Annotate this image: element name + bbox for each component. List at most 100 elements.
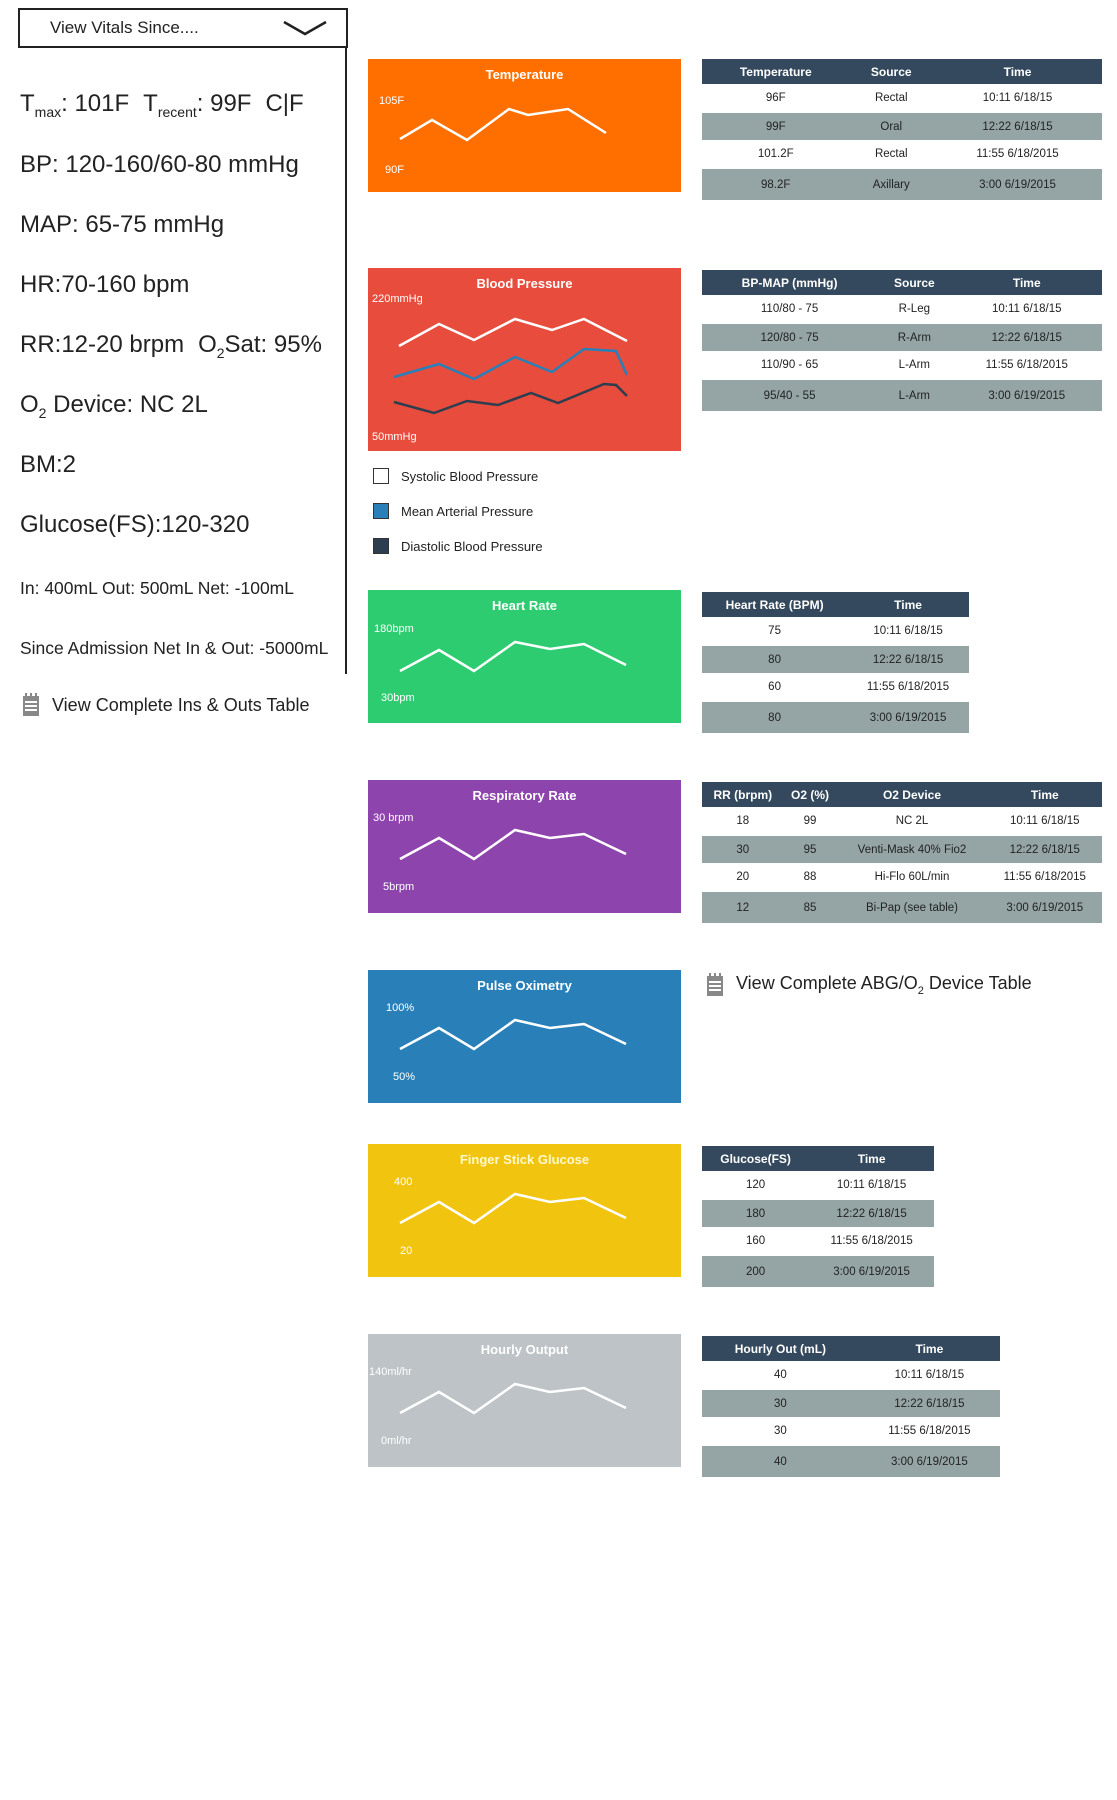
y-min-label: 30bpm bbox=[381, 692, 415, 704]
since-admission-net: Since Admission Net In & Out: -5000mL bbox=[20, 638, 329, 658]
legend-diastolic: Diastolic Blood Pressure bbox=[373, 538, 543, 554]
legend-label: Mean Arterial Pressure bbox=[401, 503, 534, 519]
table-cell: 12:22 6/18/15 bbox=[987, 834, 1102, 863]
table-cell: 11:55 6/18/2015 bbox=[933, 140, 1102, 168]
bm-count: BM:2 bbox=[20, 451, 77, 478]
table-row: 95/40 - 55 L-Arm 3:00 6/19/2015 bbox=[702, 378, 1102, 411]
rr-o2sat-summary: RR:12-20 brpm O2Sat: 95% bbox=[20, 331, 322, 361]
column-header: O2 (%) bbox=[783, 782, 837, 807]
view-ins-outs-link[interactable]: View Complete Ins & Outs Table bbox=[22, 693, 309, 717]
heart-rate-chart[interactable]: Heart Rate 180bpm 30bpm bbox=[368, 590, 681, 723]
column-header: Time bbox=[847, 592, 969, 617]
notepad-icon bbox=[23, 693, 39, 716]
y-max-label: 100% bbox=[386, 1002, 415, 1014]
y-min-label: 50mmHg bbox=[372, 431, 417, 443]
table-cell: 120/80 - 75 bbox=[702, 322, 878, 351]
respiratory-table: RR (brpm) O2 (%) O2 Device Time 18 99 NC 2L 10:… bbox=[702, 782, 1102, 923]
pulse-oximetry-chart[interactable]: Pulse Oximetry 100% 50% bbox=[368, 970, 681, 1103]
table-cell: 12:22 6/18/15 bbox=[933, 111, 1102, 140]
table-cell: 30 bbox=[702, 1388, 859, 1417]
view-vitals-since-dropdown[interactable]: View Vitals Since.... bbox=[18, 8, 348, 48]
column-header: RR (brpm) bbox=[702, 782, 784, 807]
y-max-label: 30 brpm bbox=[373, 812, 414, 824]
table-row: 160 11:55 6/18/2015 bbox=[702, 1227, 934, 1255]
table-cell: 101.2F bbox=[702, 140, 850, 168]
ins-outs-summary: In: 400mL Out: 500mL Net: -100mL bbox=[20, 578, 294, 598]
table-cell: 3:00 6/19/2015 bbox=[987, 890, 1102, 923]
table-cell: 12:22 6/18/15 bbox=[809, 1198, 934, 1227]
table-cell: 80 bbox=[702, 644, 848, 673]
temperature-chart[interactable]: Temperature 105F 90F bbox=[368, 59, 681, 192]
y-min-label: 20 bbox=[400, 1245, 413, 1257]
table-cell: 160 bbox=[702, 1227, 810, 1255]
table-cell: Axillary bbox=[849, 167, 934, 200]
table-header-row: Heart Rate (BPM) Time bbox=[702, 592, 969, 617]
table-row: 98.2F Axillary 3:00 6/19/2015 bbox=[702, 167, 1102, 200]
table-cell: 80 bbox=[702, 700, 848, 733]
dropdown-label: View Vitals Since.... bbox=[50, 18, 199, 37]
table-row: 30 12:22 6/18/15 bbox=[702, 1388, 1000, 1417]
table-cell: Bi-Pap (see table) bbox=[836, 890, 988, 923]
mean-arterial-swatch bbox=[373, 503, 389, 519]
table-row: 120 10:11 6/18/15 bbox=[702, 1171, 934, 1199]
table-row: 110/90 - 65 L-Arm 11:55 6/18/2015 bbox=[702, 351, 1102, 379]
y-max-label: 105F bbox=[379, 95, 405, 107]
view-abg-o2-device-link[interactable]: View Complete ABG/O2 Device Table bbox=[706, 973, 1032, 997]
table-cell: 3:00 6/19/2015 bbox=[847, 700, 969, 733]
left-panel-divider bbox=[345, 48, 347, 674]
hourly-output-chart[interactable]: Hourly Output 140ml/hr 0ml/hr bbox=[368, 1334, 681, 1467]
table-cell: Rectal bbox=[849, 84, 934, 112]
notepad-icon bbox=[707, 973, 723, 996]
finger-stick-glucose-chart[interactable]: Finger Stick Glucose 400 20 bbox=[368, 1144, 681, 1277]
table-cell: R-Leg bbox=[877, 295, 952, 323]
diastolic-swatch bbox=[373, 538, 389, 554]
legend-label: Diastolic Blood Pressure bbox=[401, 538, 543, 554]
table-row: 110/80 - 75 R-Leg 10:11 6/18/15 bbox=[702, 295, 1102, 323]
table-row: 80 3:00 6/19/2015 bbox=[702, 700, 969, 733]
table-cell: 95/40 - 55 bbox=[702, 378, 878, 411]
bp-range: BP: 120-160/60-80 mmHg bbox=[20, 151, 299, 178]
column-header: Source bbox=[849, 59, 934, 84]
table-cell: 120 bbox=[702, 1171, 810, 1199]
table-cell: 96F bbox=[702, 84, 850, 112]
table-header-row: RR (brpm) O2 (%) O2 Device Time bbox=[702, 782, 1102, 807]
table-row: 30 95 Venti-Mask 40% Fio2 12:22 6/18/15 bbox=[702, 834, 1102, 863]
column-header: O2 Device bbox=[836, 782, 988, 807]
table-header-row: Temperature Source Time bbox=[702, 59, 1102, 84]
table-cell: 10:11 6/18/15 bbox=[951, 295, 1102, 323]
map-range: MAP: 65-75 mmHg bbox=[20, 211, 225, 238]
mean-arterial-line bbox=[393, 347, 629, 381]
table-cell: 11:55 6/18/2015 bbox=[847, 673, 969, 701]
table-cell: L-Arm bbox=[877, 378, 952, 411]
respiratory-rate-chart[interactable]: Respiratory Rate 30 brpm 5brpm bbox=[368, 780, 681, 913]
table-cell: Hi-Flo 60L/min bbox=[836, 863, 988, 891]
glucose-line bbox=[399, 1192, 627, 1225]
table-cell: 11:55 6/18/2015 bbox=[951, 351, 1102, 379]
table-row: 20 88 Hi-Flo 60L/min 11:55 6/18/2015 bbox=[702, 863, 1102, 891]
table-row: 18 99 NC 2L 10:11 6/18/15 bbox=[702, 807, 1102, 835]
y-max-label: 400 bbox=[394, 1176, 413, 1188]
chevron-down-icon bbox=[283, 20, 327, 36]
table-cell: 3:00 6/19/2015 bbox=[858, 1444, 1000, 1477]
column-header: Time bbox=[987, 782, 1102, 807]
column-header: Glucose(FS) bbox=[702, 1146, 810, 1171]
temperature-table: Temperature Source Time 96F Rectal 10:11 6/18… bbox=[702, 59, 1102, 200]
table-cell: 11:55 6/18/2015 bbox=[858, 1417, 1000, 1445]
table-cell: 200 bbox=[702, 1254, 810, 1287]
chart-title: Finger Stick Glucose bbox=[459, 1152, 590, 1167]
ins-outs-link-label: View Complete Ins & Outs Table bbox=[52, 694, 310, 715]
table-row: 96F Rectal 10:11 6/18/15 bbox=[702, 84, 1102, 112]
table-cell: NC 2L bbox=[836, 807, 988, 835]
unit-toggle[interactable]: C|F bbox=[265, 90, 304, 117]
column-header: Hourly Out (mL) bbox=[702, 1336, 859, 1361]
column-header: Temperature bbox=[702, 59, 850, 84]
blood-pressure-chart[interactable]: Blood Pressure 220mmHg 50mmHg bbox=[368, 268, 681, 451]
y-min-label: 0ml/hr bbox=[381, 1435, 412, 1447]
y-min-label: 90F bbox=[385, 164, 404, 176]
heart-rate-table: Heart Rate (BPM) Time 75 10:11 6/18/15 80 12:… bbox=[702, 592, 969, 733]
chart-title: Pulse Oximetry bbox=[477, 978, 572, 993]
pulse-oximetry-line bbox=[399, 1018, 627, 1051]
column-header: Heart Rate (BPM) bbox=[702, 592, 848, 617]
table-cell: 10:11 6/18/15 bbox=[987, 807, 1102, 835]
chart-title: Temperature bbox=[485, 67, 564, 82]
